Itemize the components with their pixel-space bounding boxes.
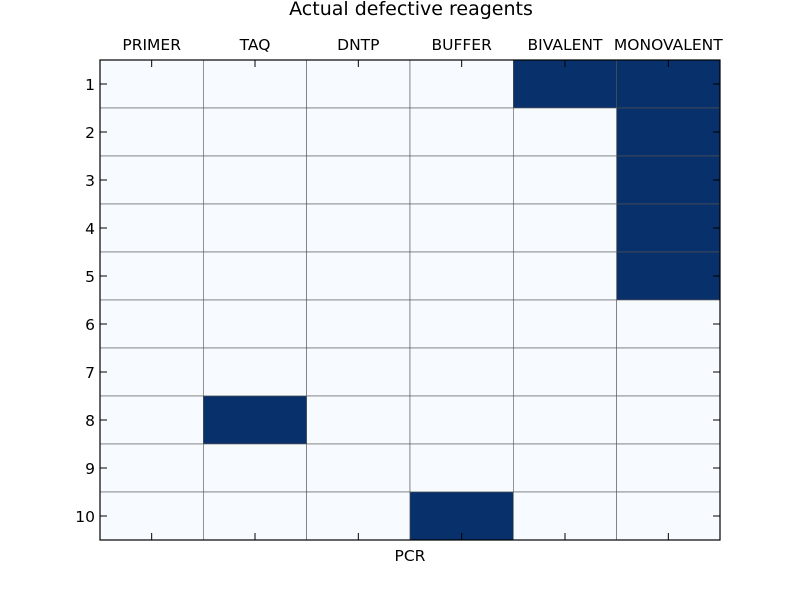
heatmap-cell bbox=[99, 155, 204, 205]
heatmap-cell bbox=[99, 491, 204, 541]
heatmap-cell bbox=[616, 443, 721, 493]
column-tick-label: BUFFER bbox=[431, 36, 492, 54]
row-tick-label: 3 bbox=[85, 172, 95, 190]
heatmap-cell bbox=[306, 203, 411, 253]
row-tick-label: 7 bbox=[85, 364, 95, 382]
heatmap-cell bbox=[203, 59, 307, 109]
heatmap-cell bbox=[616, 155, 721, 205]
heatmap-cell bbox=[616, 491, 721, 541]
x-axis-label: PCR bbox=[395, 547, 426, 565]
heatmap-cell bbox=[306, 107, 411, 157]
heatmap-cell bbox=[616, 395, 721, 445]
heatmap-cell bbox=[306, 395, 411, 445]
heatmap-cell bbox=[306, 443, 411, 493]
heatmap-cell bbox=[409, 107, 514, 157]
heatmap-cell bbox=[616, 251, 721, 301]
heatmap-cell bbox=[306, 251, 411, 301]
heatmap-cell bbox=[409, 203, 514, 253]
heatmap-cell bbox=[306, 299, 411, 349]
heatmap-cell bbox=[203, 107, 307, 157]
heatmap-cell bbox=[99, 251, 204, 301]
heatmap-cell bbox=[616, 59, 721, 109]
heatmap-cell bbox=[99, 299, 204, 349]
heatmap-cell bbox=[99, 395, 204, 445]
row-tick-label: 5 bbox=[85, 268, 95, 286]
heatmap-cell bbox=[616, 299, 721, 349]
row-tick-label: 9 bbox=[85, 460, 95, 478]
heatmap-cell bbox=[409, 443, 514, 493]
chart-title: Actual defective reagents bbox=[289, 0, 533, 20]
heatmap-cell bbox=[513, 59, 617, 109]
heatmap-cell bbox=[409, 347, 514, 397]
row-tick-label: 2 bbox=[85, 124, 95, 142]
heatmap-cell bbox=[306, 59, 411, 109]
heatmap-cell bbox=[203, 299, 307, 349]
heatmap-cell bbox=[306, 347, 411, 397]
heatmap-cell bbox=[99, 59, 204, 109]
column-tick-label: DNTP bbox=[337, 36, 379, 54]
heatmap-cell bbox=[409, 395, 514, 445]
heatmap-cell bbox=[513, 395, 617, 445]
row-labels: 1 2 3 4 5 6 7 8 9 10 bbox=[75, 76, 95, 526]
heatmap-cell bbox=[203, 347, 307, 397]
row-tick-label: 8 bbox=[85, 412, 95, 430]
heatmap-cell bbox=[203, 203, 307, 253]
heatmap-cell bbox=[616, 347, 721, 397]
heatmap-cell bbox=[203, 251, 307, 301]
column-tick-label: TAQ bbox=[239, 36, 271, 54]
heatmap-cell bbox=[513, 155, 617, 205]
column-tick-label: PRIMER bbox=[122, 36, 181, 54]
heatmap-cell bbox=[409, 491, 514, 541]
heatmap-cell bbox=[203, 491, 307, 541]
heatmap-cell bbox=[513, 491, 617, 541]
row-tick-label: 4 bbox=[85, 220, 95, 238]
column-tick-label: MONOVALENT bbox=[614, 36, 723, 54]
heatmap-cell bbox=[306, 155, 411, 205]
heatmap-cell bbox=[513, 443, 617, 493]
row-tick-label: 1 bbox=[85, 76, 95, 94]
row-tick-label: 10 bbox=[75, 508, 95, 526]
heatmap-cell bbox=[99, 347, 204, 397]
row-tick-label: 6 bbox=[85, 316, 95, 334]
heatmap-cell bbox=[513, 251, 617, 301]
heatmap-cell bbox=[513, 299, 617, 349]
heatmap-cell bbox=[203, 395, 307, 445]
heatmap-cell bbox=[513, 107, 617, 157]
heatmap-cell bbox=[99, 107, 204, 157]
heatmap-cell bbox=[409, 251, 514, 301]
heatmap-cell bbox=[409, 155, 514, 205]
heatmap-cell bbox=[409, 299, 514, 349]
column-tick-label: BIVALENT bbox=[528, 36, 603, 54]
heatmap-cell bbox=[203, 155, 307, 205]
heatmap-cell bbox=[203, 443, 307, 493]
heatmap-cell bbox=[513, 347, 617, 397]
plot-frame bbox=[99, 59, 721, 541]
column-labels: PRIMER TAQ DNTP BUFFER BIVALENT MONOVALENT bbox=[122, 36, 723, 54]
heatmap-cell bbox=[513, 203, 617, 253]
heatmap-cell bbox=[306, 491, 411, 541]
heatmap-cell bbox=[409, 59, 514, 109]
axis-ticks bbox=[100, 60, 720, 540]
heatmap-cell bbox=[99, 443, 204, 493]
heatmap-cells bbox=[99, 59, 721, 541]
heatmap-cell bbox=[616, 107, 721, 157]
heatmap-cell bbox=[99, 203, 204, 253]
heatmap-cell bbox=[616, 203, 721, 253]
